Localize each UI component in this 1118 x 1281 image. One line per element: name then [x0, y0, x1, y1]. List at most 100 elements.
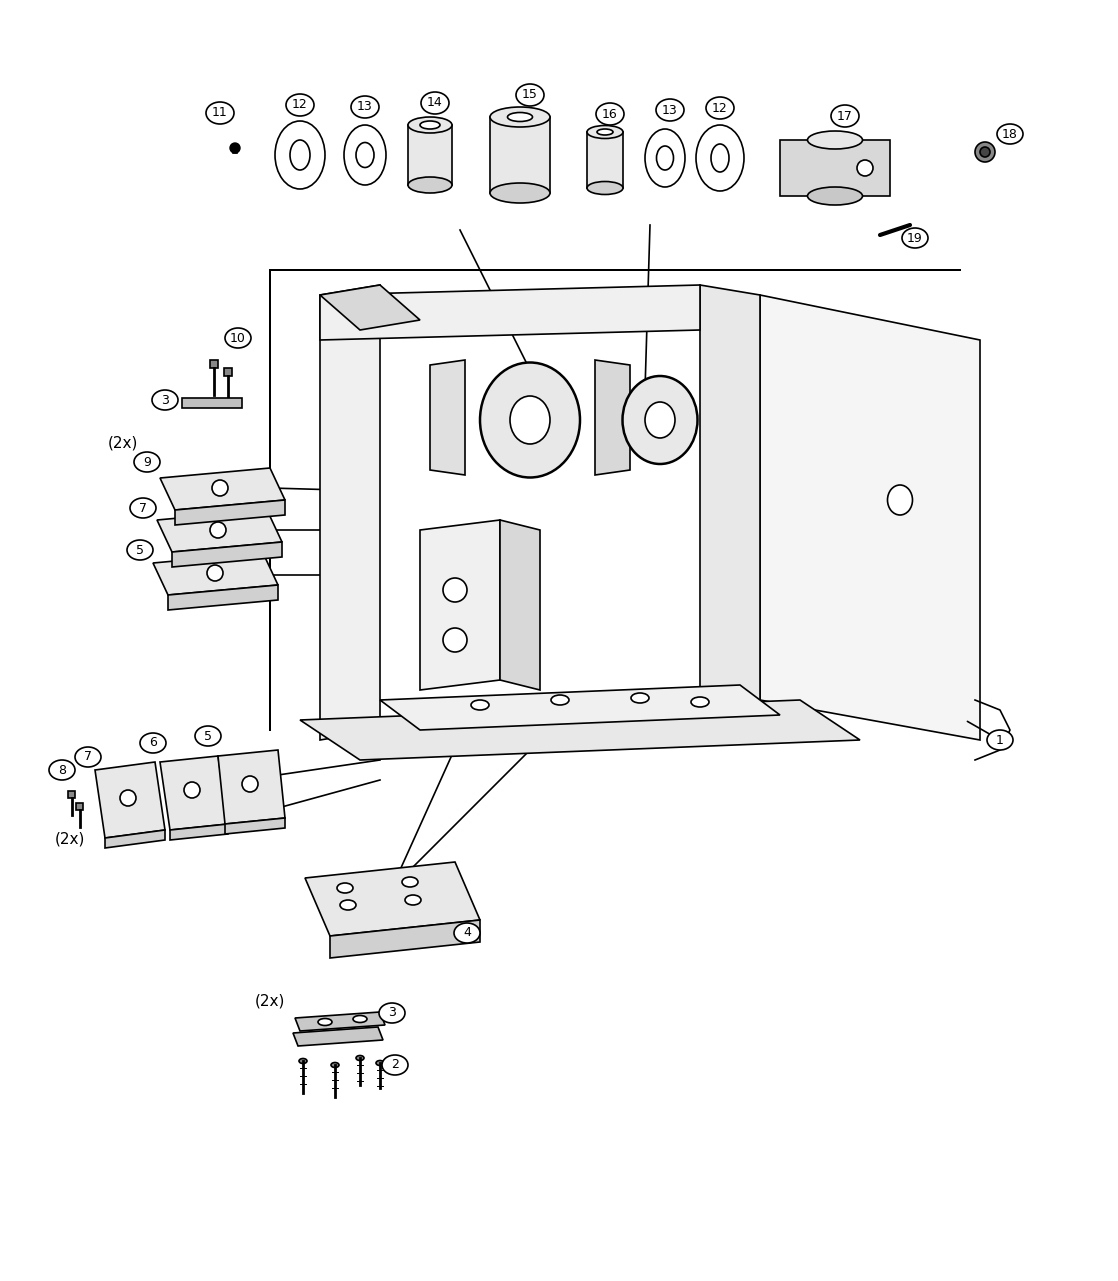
Circle shape — [443, 578, 467, 602]
Polygon shape — [320, 284, 420, 330]
Ellipse shape — [75, 747, 101, 767]
Text: 16: 16 — [603, 108, 618, 120]
Polygon shape — [157, 510, 282, 552]
Polygon shape — [420, 520, 500, 690]
Text: 13: 13 — [662, 104, 678, 117]
Ellipse shape — [402, 877, 418, 886]
Text: 14: 14 — [427, 96, 443, 109]
Ellipse shape — [587, 182, 623, 195]
Ellipse shape — [656, 146, 673, 170]
Ellipse shape — [656, 99, 684, 120]
Circle shape — [975, 142, 995, 161]
Bar — [68, 790, 75, 798]
Ellipse shape — [337, 883, 353, 893]
Ellipse shape — [888, 485, 912, 515]
Polygon shape — [172, 542, 282, 567]
Ellipse shape — [421, 92, 449, 114]
Circle shape — [120, 790, 136, 806]
Ellipse shape — [351, 96, 379, 118]
Ellipse shape — [225, 328, 252, 348]
Circle shape — [980, 147, 991, 158]
Polygon shape — [160, 756, 228, 830]
Text: 2: 2 — [391, 1058, 399, 1071]
Text: 18: 18 — [1002, 128, 1017, 141]
Text: 10: 10 — [230, 332, 246, 345]
Ellipse shape — [49, 760, 75, 780]
Text: 8: 8 — [58, 763, 66, 776]
Ellipse shape — [206, 102, 234, 124]
Text: 11: 11 — [212, 106, 228, 119]
Ellipse shape — [127, 541, 153, 560]
Text: 12: 12 — [292, 99, 307, 111]
Ellipse shape — [130, 498, 157, 518]
Text: 15: 15 — [522, 88, 538, 101]
Ellipse shape — [353, 1016, 367, 1022]
Text: 17: 17 — [837, 109, 853, 123]
Polygon shape — [330, 920, 480, 958]
Circle shape — [210, 521, 226, 538]
Ellipse shape — [517, 85, 544, 106]
Ellipse shape — [510, 396, 550, 445]
Ellipse shape — [376, 1061, 383, 1066]
Polygon shape — [176, 500, 285, 525]
Text: 7: 7 — [139, 501, 146, 515]
Ellipse shape — [596, 102, 624, 126]
Text: 19: 19 — [907, 232, 922, 245]
Text: 13: 13 — [357, 100, 373, 114]
Polygon shape — [380, 685, 780, 730]
Ellipse shape — [299, 1058, 307, 1063]
Text: 9: 9 — [143, 456, 151, 469]
Ellipse shape — [331, 1062, 339, 1067]
Circle shape — [207, 565, 222, 582]
Polygon shape — [160, 468, 285, 510]
Ellipse shape — [134, 452, 160, 471]
Ellipse shape — [408, 177, 452, 193]
Ellipse shape — [508, 113, 532, 122]
Text: 12: 12 — [712, 101, 728, 114]
Circle shape — [858, 160, 873, 175]
Polygon shape — [225, 819, 285, 834]
Ellipse shape — [379, 1003, 405, 1024]
Ellipse shape — [997, 124, 1023, 143]
Text: (2x): (2x) — [55, 831, 85, 845]
Bar — [408, 126, 452, 184]
Bar — [210, 360, 218, 368]
Ellipse shape — [454, 924, 480, 943]
Polygon shape — [700, 284, 760, 740]
Bar — [224, 368, 233, 377]
Ellipse shape — [471, 699, 489, 710]
Polygon shape — [170, 824, 228, 840]
Ellipse shape — [356, 142, 375, 168]
Text: (2x): (2x) — [255, 993, 285, 1008]
Polygon shape — [153, 553, 278, 594]
Ellipse shape — [587, 126, 623, 138]
Text: 7: 7 — [84, 751, 92, 763]
Ellipse shape — [691, 697, 709, 707]
Ellipse shape — [140, 733, 165, 753]
Text: 5: 5 — [136, 543, 144, 556]
Polygon shape — [760, 295, 980, 740]
Polygon shape — [595, 360, 631, 475]
Polygon shape — [500, 520, 540, 690]
Polygon shape — [295, 1012, 385, 1031]
Ellipse shape — [631, 693, 650, 703]
Ellipse shape — [290, 140, 310, 170]
Ellipse shape — [705, 97, 735, 119]
Ellipse shape — [408, 117, 452, 133]
Ellipse shape — [195, 726, 221, 746]
Circle shape — [184, 781, 200, 798]
Text: (2x): (2x) — [108, 436, 139, 451]
Circle shape — [241, 776, 258, 792]
Ellipse shape — [623, 377, 698, 464]
Text: 6: 6 — [149, 737, 157, 749]
Text: 4: 4 — [463, 926, 471, 939]
Ellipse shape — [318, 1018, 332, 1026]
Ellipse shape — [807, 187, 862, 205]
Ellipse shape — [551, 696, 569, 705]
Polygon shape — [305, 862, 480, 936]
Ellipse shape — [340, 901, 356, 910]
Polygon shape — [168, 585, 278, 610]
Ellipse shape — [152, 389, 178, 410]
Polygon shape — [430, 360, 465, 475]
Ellipse shape — [490, 183, 550, 202]
